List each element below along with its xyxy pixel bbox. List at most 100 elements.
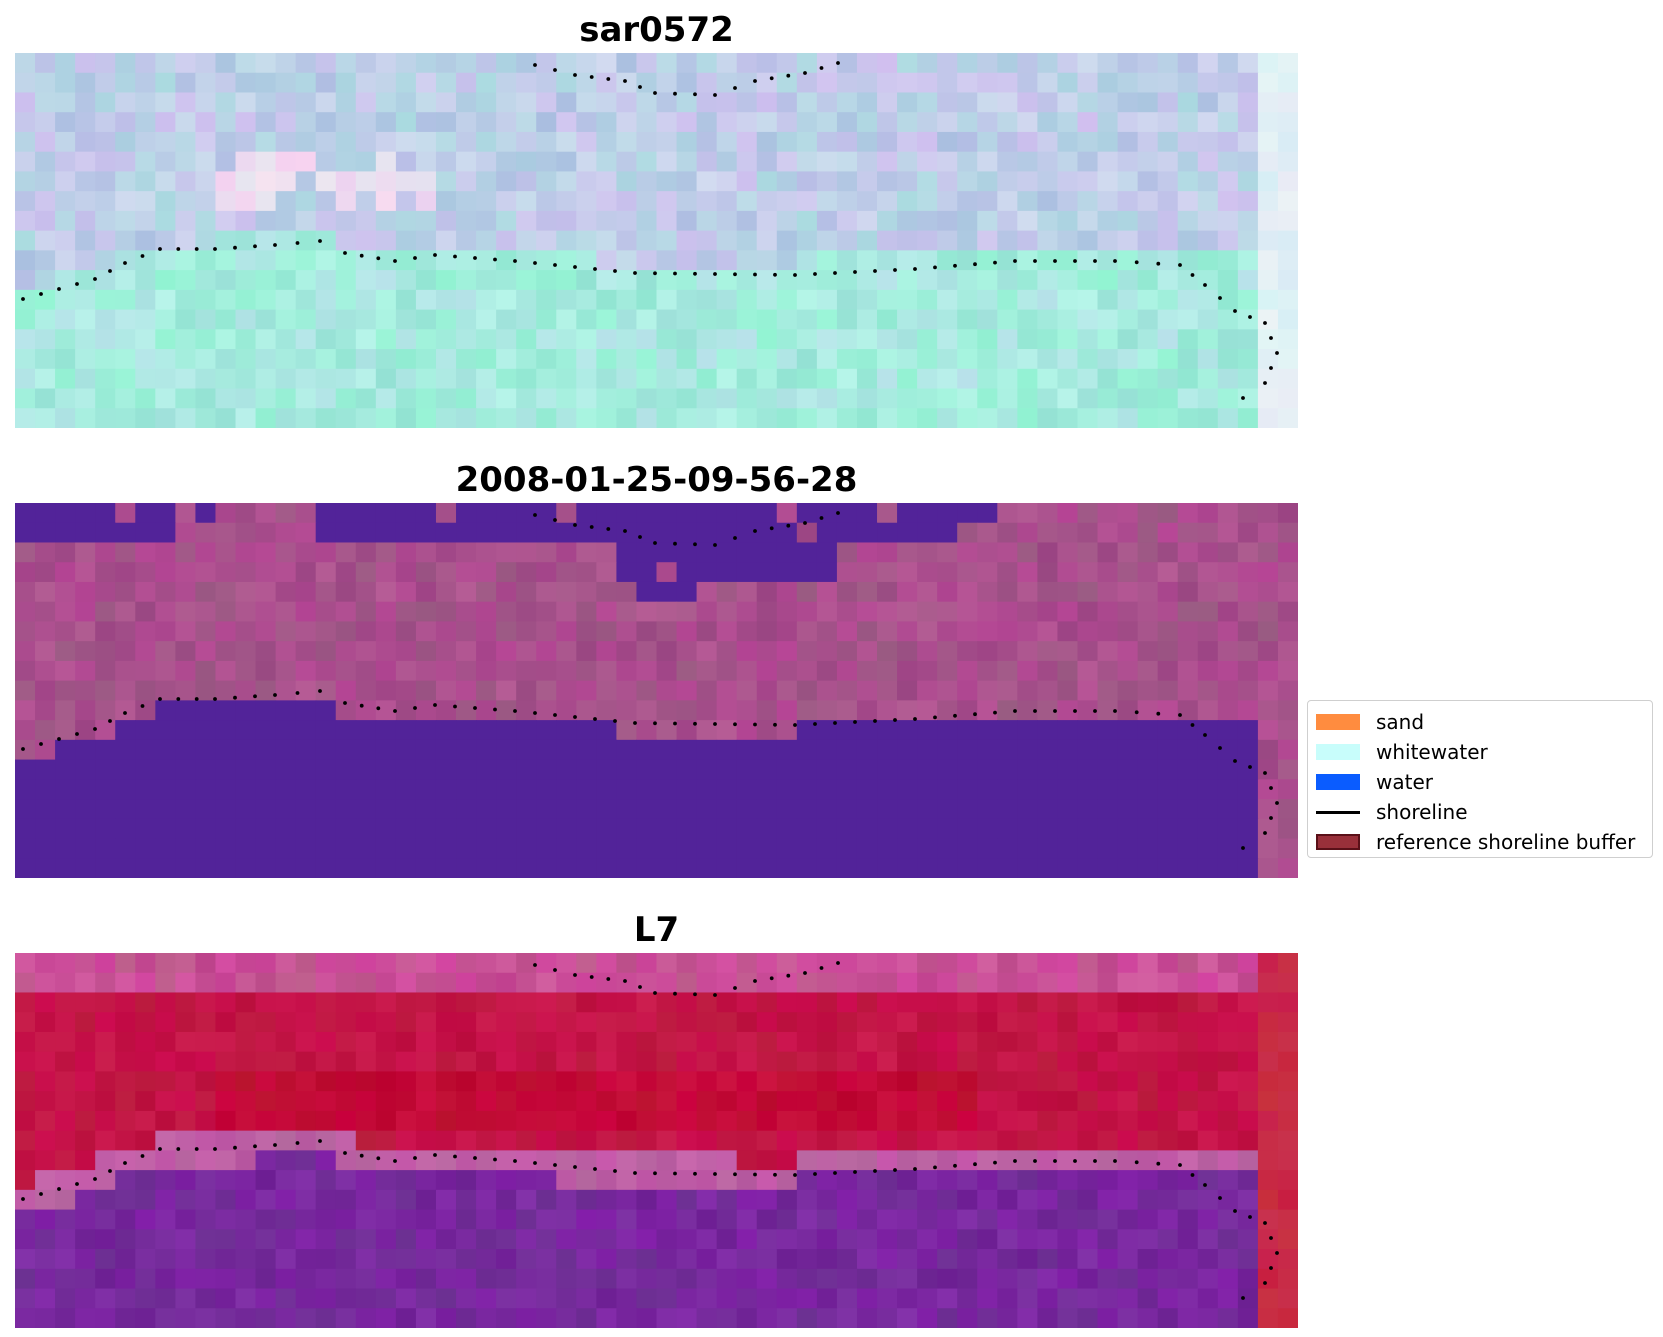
- shoreline-dot: [733, 1172, 737, 1177]
- raster-pixel: [335, 349, 357, 370]
- raster-pixel: [135, 151, 156, 173]
- raster-pixel: [115, 53, 136, 74]
- raster-pixel: [596, 1249, 618, 1270]
- raster-pixel: [155, 1209, 176, 1230]
- raster-pixel: [957, 562, 978, 583]
- raster-pixel: [295, 1012, 317, 1033]
- raster-pixel: [155, 408, 176, 428]
- raster-pixel: [255, 1012, 277, 1033]
- raster-pixel: [596, 581, 618, 603]
- raster-pixel: [1237, 210, 1259, 232]
- raster-pixel: [616, 349, 638, 370]
- raster-pixel: [516, 759, 537, 780]
- raster-pixel: [736, 522, 758, 544]
- raster-pixel: [676, 388, 698, 409]
- raster-pixel: [175, 503, 197, 524]
- raster-pixel: [997, 191, 1018, 212]
- shoreline-dot: [393, 1159, 397, 1163]
- raster-pixel: [315, 171, 337, 192]
- shoreline-dot: [953, 713, 957, 718]
- shoreline-dot: [819, 966, 824, 970]
- raster-pixel: [456, 131, 477, 153]
- raster-pixel: [1077, 1308, 1099, 1328]
- raster-pixel: [897, 522, 918, 544]
- raster-pixel: [395, 92, 417, 113]
- raster-pixel: [1217, 191, 1239, 212]
- raster-pixel: [415, 1268, 437, 1290]
- raster-pixel: [696, 349, 718, 370]
- raster-pixel: [1257, 972, 1279, 994]
- raster-pixel: [516, 1051, 537, 1073]
- raster-pixel: [656, 1130, 678, 1151]
- raster-pixel: [1237, 503, 1259, 524]
- raster-pixel: [1117, 388, 1139, 409]
- shoreline-dot: [140, 1154, 145, 1158]
- raster-pixel: [355, 1150, 377, 1171]
- raster-pixel: [1117, 858, 1139, 878]
- raster-pixel: [977, 349, 998, 370]
- raster-pixel: [716, 191, 738, 212]
- raster-pixel: [115, 581, 136, 603]
- raster-pixel: [456, 92, 477, 113]
- raster-pixel: [395, 562, 417, 583]
- raster-pixel: [315, 838, 337, 859]
- raster-pixel: [776, 838, 798, 859]
- raster-pixel: [897, 270, 918, 291]
- raster-pixel: [1057, 739, 1079, 761]
- raster-pixel: [315, 210, 337, 232]
- raster-pixel: [796, 953, 818, 974]
- raster-pixel: [235, 1031, 257, 1053]
- raster-pixel: [155, 779, 176, 800]
- raster-pixel: [476, 1249, 497, 1270]
- raster-pixel: [315, 621, 337, 642]
- raster-pixel: [1117, 581, 1139, 603]
- raster-pixel: [856, 289, 878, 311]
- raster-pixel: [997, 992, 1018, 1013]
- shoreline-dot: [473, 706, 477, 710]
- raster-pixel: [877, 250, 898, 271]
- raster-pixel: [696, 779, 718, 800]
- raster-pixel: [395, 1091, 417, 1112]
- raster-pixel: [1237, 953, 1259, 974]
- raster-pixel: [295, 739, 317, 761]
- raster-pixel: [556, 250, 577, 271]
- raster-pixel: [1097, 838, 1119, 859]
- raster-pixel: [1017, 388, 1038, 409]
- raster-pixel: [716, 522, 738, 544]
- raster-pixel: [1137, 349, 1159, 370]
- raster-pixel: [1077, 230, 1099, 251]
- raster-pixel: [676, 92, 698, 113]
- raster-pixel: [315, 1170, 337, 1191]
- raster-pixel: [576, 1268, 597, 1290]
- raster-pixel: [335, 210, 357, 232]
- raster-pixel: [656, 992, 678, 1013]
- raster-pixel: [957, 210, 978, 232]
- raster-pixel: [917, 1110, 938, 1132]
- raster-pixel: [295, 270, 317, 291]
- raster-pixel: [1217, 270, 1239, 291]
- raster-pixel: [275, 1051, 297, 1073]
- raster-pixel: [1117, 1308, 1139, 1328]
- raster-pixel: [476, 388, 497, 409]
- raster-pixel: [375, 1130, 397, 1151]
- raster-pixel: [937, 759, 958, 780]
- raster-pixel: [395, 349, 417, 370]
- raster-pixel: [395, 1288, 417, 1309]
- raster-pixel: [175, 349, 197, 370]
- raster-pixel: [15, 1268, 36, 1290]
- raster-pixel: [476, 581, 497, 603]
- raster-pixel: [335, 1229, 357, 1250]
- raster-pixel: [997, 818, 1018, 840]
- raster-pixel: [35, 601, 56, 623]
- raster-pixel: [937, 210, 958, 232]
- raster-pixel: [736, 92, 758, 113]
- raster-pixel: [15, 309, 36, 330]
- shoreline-dot: [573, 1165, 577, 1169]
- raster-pixel: [616, 660, 638, 682]
- raster-pixel: [195, 1091, 217, 1112]
- raster-pixel: [476, 210, 497, 232]
- raster-pixel: [15, 700, 36, 721]
- raster-pixel: [496, 759, 517, 780]
- raster-pixel: [1217, 660, 1239, 682]
- raster-pixel: [55, 53, 76, 74]
